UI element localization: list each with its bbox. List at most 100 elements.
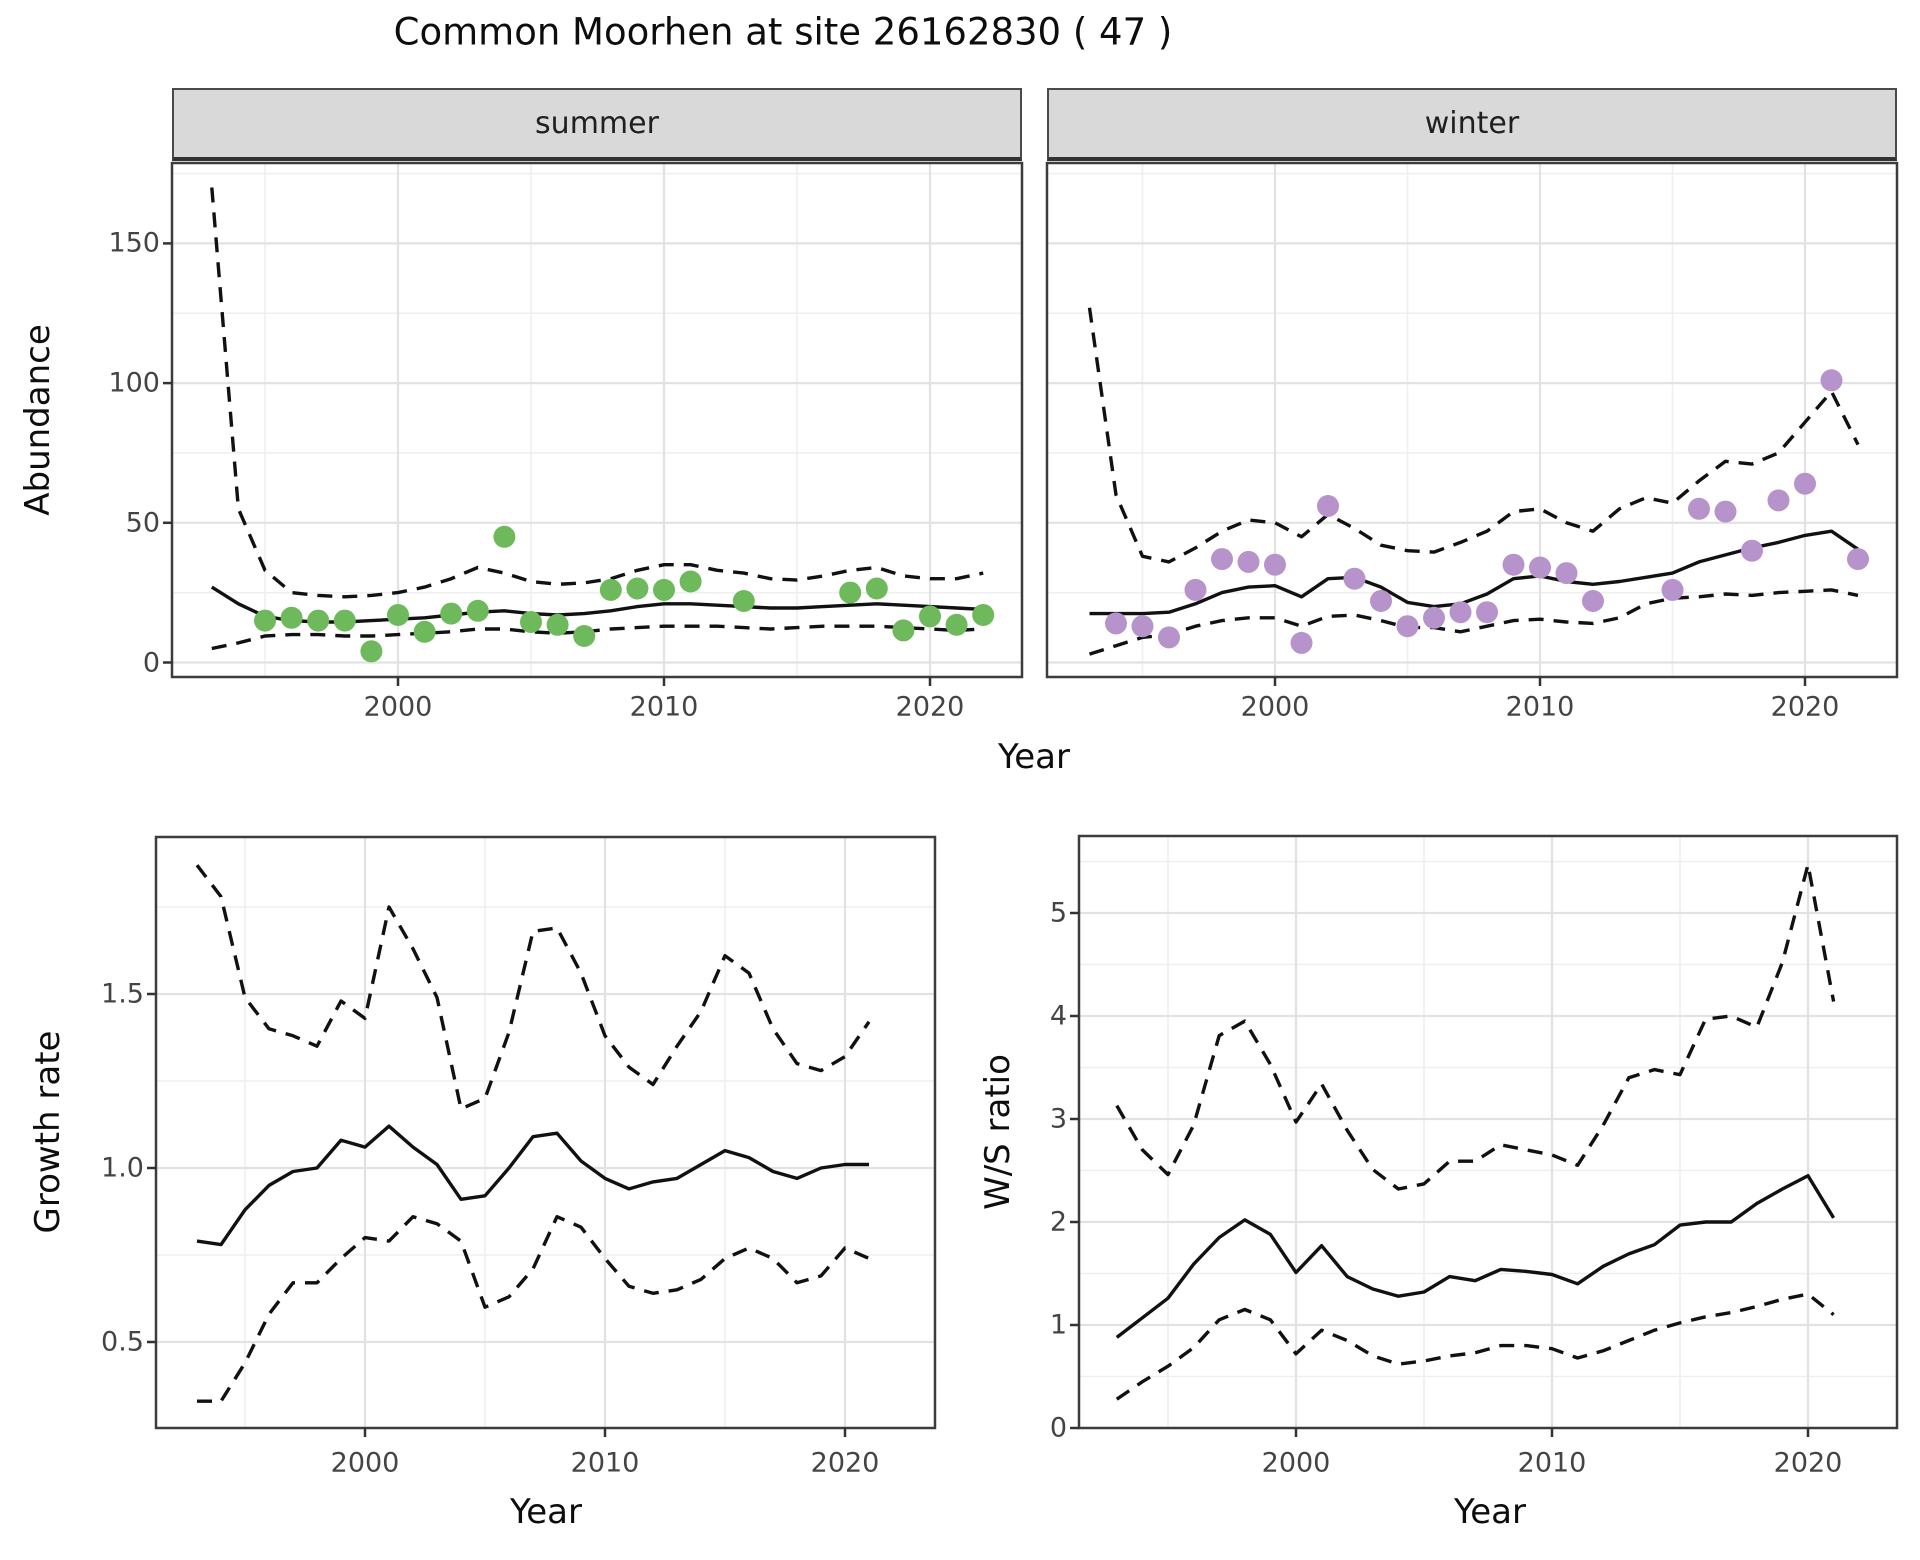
- x-axis-title-year-bottom-left: Year: [510, 1492, 582, 1532]
- ws-ratio-x-tick-label: 2000: [1261, 1447, 1331, 1479]
- growth-rate-y-tick-label: 1.5: [101, 978, 144, 1010]
- growth-rate-panel-bg: [156, 837, 935, 1428]
- abundance-winter-observed-point: [1158, 626, 1180, 649]
- ws-ratio-y-tick-label: 1: [1049, 1309, 1067, 1341]
- growth-rate-x-tick-label: 2010: [570, 1447, 640, 1479]
- abundance-winter-observed-point: [1237, 550, 1260, 573]
- facet-strip-summer: summer: [172, 88, 1022, 161]
- abundance-summer-observed-point: [573, 625, 596, 647]
- y-axis-title-abundance: Abundance: [18, 324, 58, 516]
- abundance-summer-observed-point: [333, 609, 356, 632]
- abundance-winter-observed-point: [1370, 590, 1392, 612]
- abundance-winter-lower_95ci-line: [1088, 588, 1859, 656]
- ws-ratio-panel-bg: [1079, 836, 1897, 1428]
- growth-rate-median-line: [196, 1124, 869, 1247]
- abundance-winter-x-tick-label: 2010: [1505, 691, 1575, 723]
- ws-ratio-y-tick-label: 0: [1049, 1412, 1067, 1444]
- abundance-winter-observed-point: [1211, 548, 1233, 571]
- abundance-winter-observed-point: [1343, 567, 1366, 590]
- facet-strip-winter-label: winter: [1424, 106, 1520, 141]
- x-axis-title-year-bottom-right: Year: [1454, 1492, 1526, 1532]
- abundance-winter-panel-border: [1045, 161, 1899, 679]
- abundance-summer-observed-point: [945, 613, 968, 636]
- abundance-winter-observed-point: [1290, 631, 1313, 654]
- growth-rate-y-tick-label: 1.0: [101, 1152, 144, 1184]
- abundance-winter-observed-point: [1767, 489, 1790, 512]
- growth-rate-panel-border: [154, 835, 937, 1430]
- growth-rate-x-tick-label: 2020: [810, 1447, 880, 1479]
- abundance-summer-observed-point: [360, 640, 383, 663]
- abundance-winter-observed-point: [1502, 553, 1525, 576]
- abundance-winter-observed-point: [1423, 606, 1445, 629]
- abundance-winter-observed-point: [1847, 548, 1869, 571]
- abundance-summer-lower_95ci-line: [211, 624, 984, 651]
- abundance-winter-observed-point: [1264, 553, 1286, 576]
- abundance-summer-observed-point: [919, 605, 941, 628]
- abundance-winter-observed-point: [1714, 500, 1737, 523]
- y-axis-title-growth-rate: Growth rate: [28, 1030, 68, 1234]
- page-title: Common Moorhen at site 26162830 ( 47 ): [393, 10, 1173, 54]
- abundance-winter-observed-point: [1105, 612, 1127, 635]
- abundance-summer-x-tick-label: 2000: [363, 691, 433, 723]
- ws-ratio-y-tick-label: 2: [1049, 1206, 1067, 1238]
- abundance-winter-observed-point: [1449, 601, 1472, 624]
- abundance-summer-observed-point: [599, 578, 622, 601]
- growth-rate-y-tick-label: 0.5: [101, 1326, 144, 1358]
- abundance-summer-observed-point: [626, 577, 649, 600]
- abundance-summer-observed-point: [307, 609, 330, 632]
- abundance-winter-x-tick-label: 2020: [1770, 691, 1840, 723]
- abundance-winter-median-line: [1089, 529, 1859, 616]
- abundance-summer-observed-point: [254, 609, 276, 632]
- abundance-winter-upper_95ci-line: [1087, 307, 1860, 564]
- abundance-summer-y-tick-label: 100: [108, 367, 160, 399]
- facet-strip-summer-label: summer: [535, 106, 659, 141]
- abundance-winter-observed-point: [1317, 495, 1339, 517]
- abundance-summer-x-tick-label: 2020: [895, 691, 965, 723]
- facet-strip-winter: winter: [1047, 88, 1897, 161]
- growth-rate-lower_95ci-line: [197, 1214, 870, 1403]
- abundance-summer-observed-point: [732, 590, 755, 612]
- abundance-summer-y-tick-label: 50: [125, 507, 160, 539]
- abundance-summer-observed-point: [440, 602, 463, 625]
- abundance-summer-observed-point: [892, 619, 915, 642]
- ws-ratio-y-tick-label: 5: [1049, 897, 1067, 929]
- abundance-winter-observed-point: [1476, 601, 1498, 624]
- ws-ratio-y-tick-label: 4: [1049, 1000, 1067, 1032]
- growth-rate-upper_95ci-line: [195, 864, 871, 1111]
- abundance-summer-observed-point: [387, 604, 409, 626]
- abundance-winter-observed-point: [1582, 590, 1604, 612]
- ws-ratio-panel-border: [1077, 834, 1899, 1430]
- abundance-summer-upper_95ci-line: [210, 187, 984, 599]
- abundance-summer-observed-point: [972, 604, 995, 626]
- abundance-winter-observed-point: [1396, 615, 1419, 638]
- abundance-winter-observed-point: [1688, 497, 1710, 520]
- abundance-winter-observed-point: [1820, 369, 1843, 392]
- abundance-summer-x-tick-label: 2010: [629, 691, 699, 723]
- abundance-winter-observed-point: [1661, 578, 1684, 601]
- ws-ratio-x-tick-label: 2020: [1773, 1447, 1843, 1479]
- abundance-summer-observed-point: [546, 613, 569, 636]
- abundance-summer-observed-point: [520, 611, 542, 633]
- abundance-summer-y-tick-label: 0: [142, 647, 160, 678]
- abundance-summer-panel-bg: [172, 163, 1022, 677]
- growth-rate-x-tick-label: 2000: [330, 1447, 400, 1479]
- abundance-winter-observed-point: [1529, 556, 1551, 579]
- abundance-summer-observed-point: [466, 599, 489, 622]
- ws-ratio-x-tick-label: 2010: [1517, 1447, 1587, 1479]
- abundance-winter-observed-point: [1555, 562, 1578, 585]
- abundance-summer-panel-border: [170, 161, 1024, 679]
- abundance-summer-observed-point: [653, 578, 675, 601]
- abundance-summer-observed-point: [679, 570, 702, 593]
- abundance-winter-x-tick-label: 2000: [1240, 691, 1310, 723]
- abundance-winter-observed-point: [1741, 539, 1763, 562]
- ws-ratio-y-tick-label: 3: [1049, 1103, 1067, 1135]
- abundance-winter-observed-point: [1794, 472, 1816, 495]
- abundance-winter-observed-point: [1184, 578, 1207, 601]
- x-axis-title-year-top: Year: [998, 737, 1070, 777]
- ws-ratio-median-line: [1115, 1173, 1836, 1339]
- abundance-summer-y-tick-label: 150: [108, 227, 160, 259]
- abundance-winter-observed-point: [1131, 615, 1154, 638]
- abundance-summer-observed-point: [865, 577, 888, 600]
